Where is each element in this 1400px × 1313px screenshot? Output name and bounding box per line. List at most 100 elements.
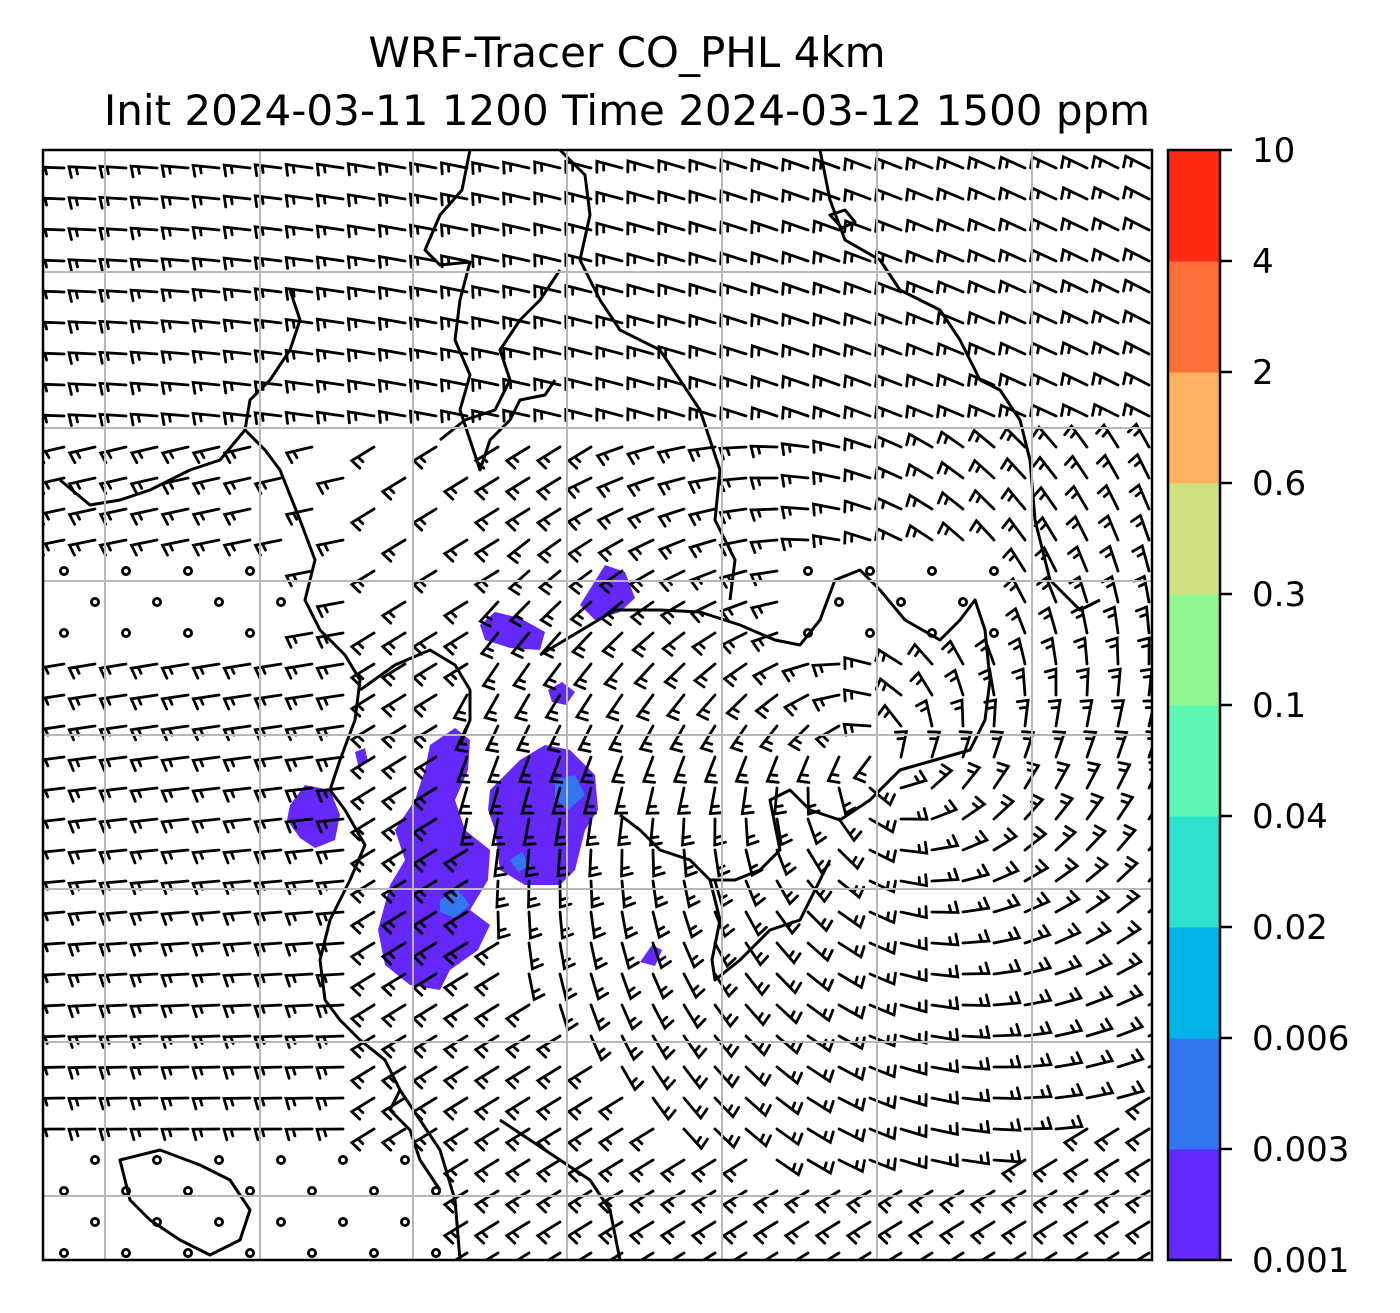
wind-barb: [750, 405, 779, 421]
wind-barb: [713, 1034, 740, 1059]
coastline-bay: [359, 648, 472, 746]
wind-barb: [67, 320, 97, 334]
wind-barb: [191, 349, 221, 364]
wind-barb: [936, 373, 965, 388]
wind-barb: [588, 848, 602, 878]
wind-barb: [1124, 1158, 1151, 1183]
wind-barb: [408, 378, 438, 393]
wind-barb: [992, 1149, 1022, 1164]
wind-barb: [967, 248, 996, 263]
wind-barb: [533, 315, 562, 330]
wind-barb: [129, 226, 159, 241]
wind-barb: [411, 662, 438, 687]
wind-barb: [682, 1034, 708, 1060]
wind-barb: [1029, 372, 1058, 387]
calm-wind-marker: [59, 628, 70, 639]
wind-barb: [67, 289, 97, 303]
wind-barb: [1093, 1220, 1120, 1245]
wind-barb: [253, 817, 283, 834]
wind-barb: [749, 444, 779, 459]
wind-barb: [564, 345, 593, 360]
wind-barb: [455, 755, 471, 784]
wind-barb: [160, 693, 190, 711]
wind-barb: [1107, 667, 1122, 697]
wind-barb: [876, 703, 903, 728]
wind-barb: [439, 192, 469, 207]
wind-barb: [814, 1189, 841, 1214]
wind-barb: [284, 879, 314, 896]
wind-barb: [504, 476, 531, 501]
wind-barb: [657, 375, 686, 391]
wind-barb: [98, 538, 128, 557]
wind-barb: [43, 413, 66, 424]
wind-barb: [222, 445, 252, 465]
wind-barb: [191, 380, 221, 395]
wind-barb: [253, 1096, 283, 1111]
wind-barb: [315, 476, 345, 495]
wind-barb: [936, 404, 965, 419]
wind-barb: [495, 879, 509, 909]
wind-barb: [927, 730, 942, 759]
wind-barb: [1000, 486, 1027, 511]
wind-barb: [1091, 154, 1120, 170]
wind-barb: [535, 1220, 562, 1245]
wind-barb: [315, 941, 345, 957]
wind-barb: [43, 382, 66, 393]
colorbar-segment: [1168, 1149, 1220, 1261]
wind-barb: [899, 999, 928, 1014]
wind-barb: [781, 188, 810, 203]
wind-barb: [812, 374, 841, 389]
wind-barb: [660, 631, 686, 657]
wind-barb: [961, 829, 990, 852]
wind-barb: [1000, 1220, 1027, 1245]
wind-barb: [473, 507, 500, 532]
wind-barb: [380, 941, 407, 966]
wind-barb: [1122, 278, 1151, 294]
calm-wind-marker: [90, 1217, 101, 1228]
wind-barb: [160, 755, 190, 772]
wind-barb: [721, 1158, 748, 1183]
wind-barb: [380, 693, 407, 718]
wind-barb: [442, 848, 469, 873]
wind-barb: [750, 631, 779, 652]
wind-barb: [718, 538, 748, 557]
wind-barb: [160, 412, 190, 426]
wind-barb: [744, 1096, 772, 1118]
wind-barb: [284, 569, 314, 588]
wind-barb: [129, 350, 159, 365]
wind-barb: [1033, 515, 1058, 542]
wind-barb: [253, 879, 283, 896]
wind-barb: [657, 538, 686, 560]
wind-barb: [596, 507, 624, 530]
wind-barb: [845, 1220, 872, 1245]
wind-barb: [907, 1189, 934, 1214]
wind-barb: [567, 569, 593, 595]
wind-barb: [948, 1251, 965, 1260]
calm-wind-marker: [368, 1186, 379, 1197]
wind-barb: [253, 1065, 283, 1080]
wind-barb: [1060, 247, 1089, 263]
wind-barb: [524, 848, 539, 878]
wind-barb: [626, 283, 655, 298]
wind-barb: [284, 1127, 314, 1142]
wind-barb: [564, 190, 593, 205]
wind-barb: [874, 404, 903, 419]
wind-barb: [909, 670, 934, 697]
wind-barb: [222, 817, 252, 834]
wind-barb: [992, 1086, 1022, 1101]
wind-barb: [284, 631, 314, 649]
wind-barb: [688, 220, 717, 235]
wind-barb: [620, 1065, 645, 1092]
wind-barb: [974, 637, 996, 666]
wind-barb: [67, 755, 97, 772]
wind-barb: [1060, 185, 1089, 201]
wind-barb: [657, 251, 686, 267]
wind-barb: [876, 1189, 903, 1214]
wind-barb: [961, 1025, 991, 1040]
wind-barb: [775, 972, 803, 995]
wind-barb: [781, 343, 810, 358]
wind-barb: [787, 724, 810, 752]
wind-barb: [874, 647, 903, 666]
calm-wind-marker: [213, 597, 224, 608]
wind-barb: [315, 224, 345, 239]
